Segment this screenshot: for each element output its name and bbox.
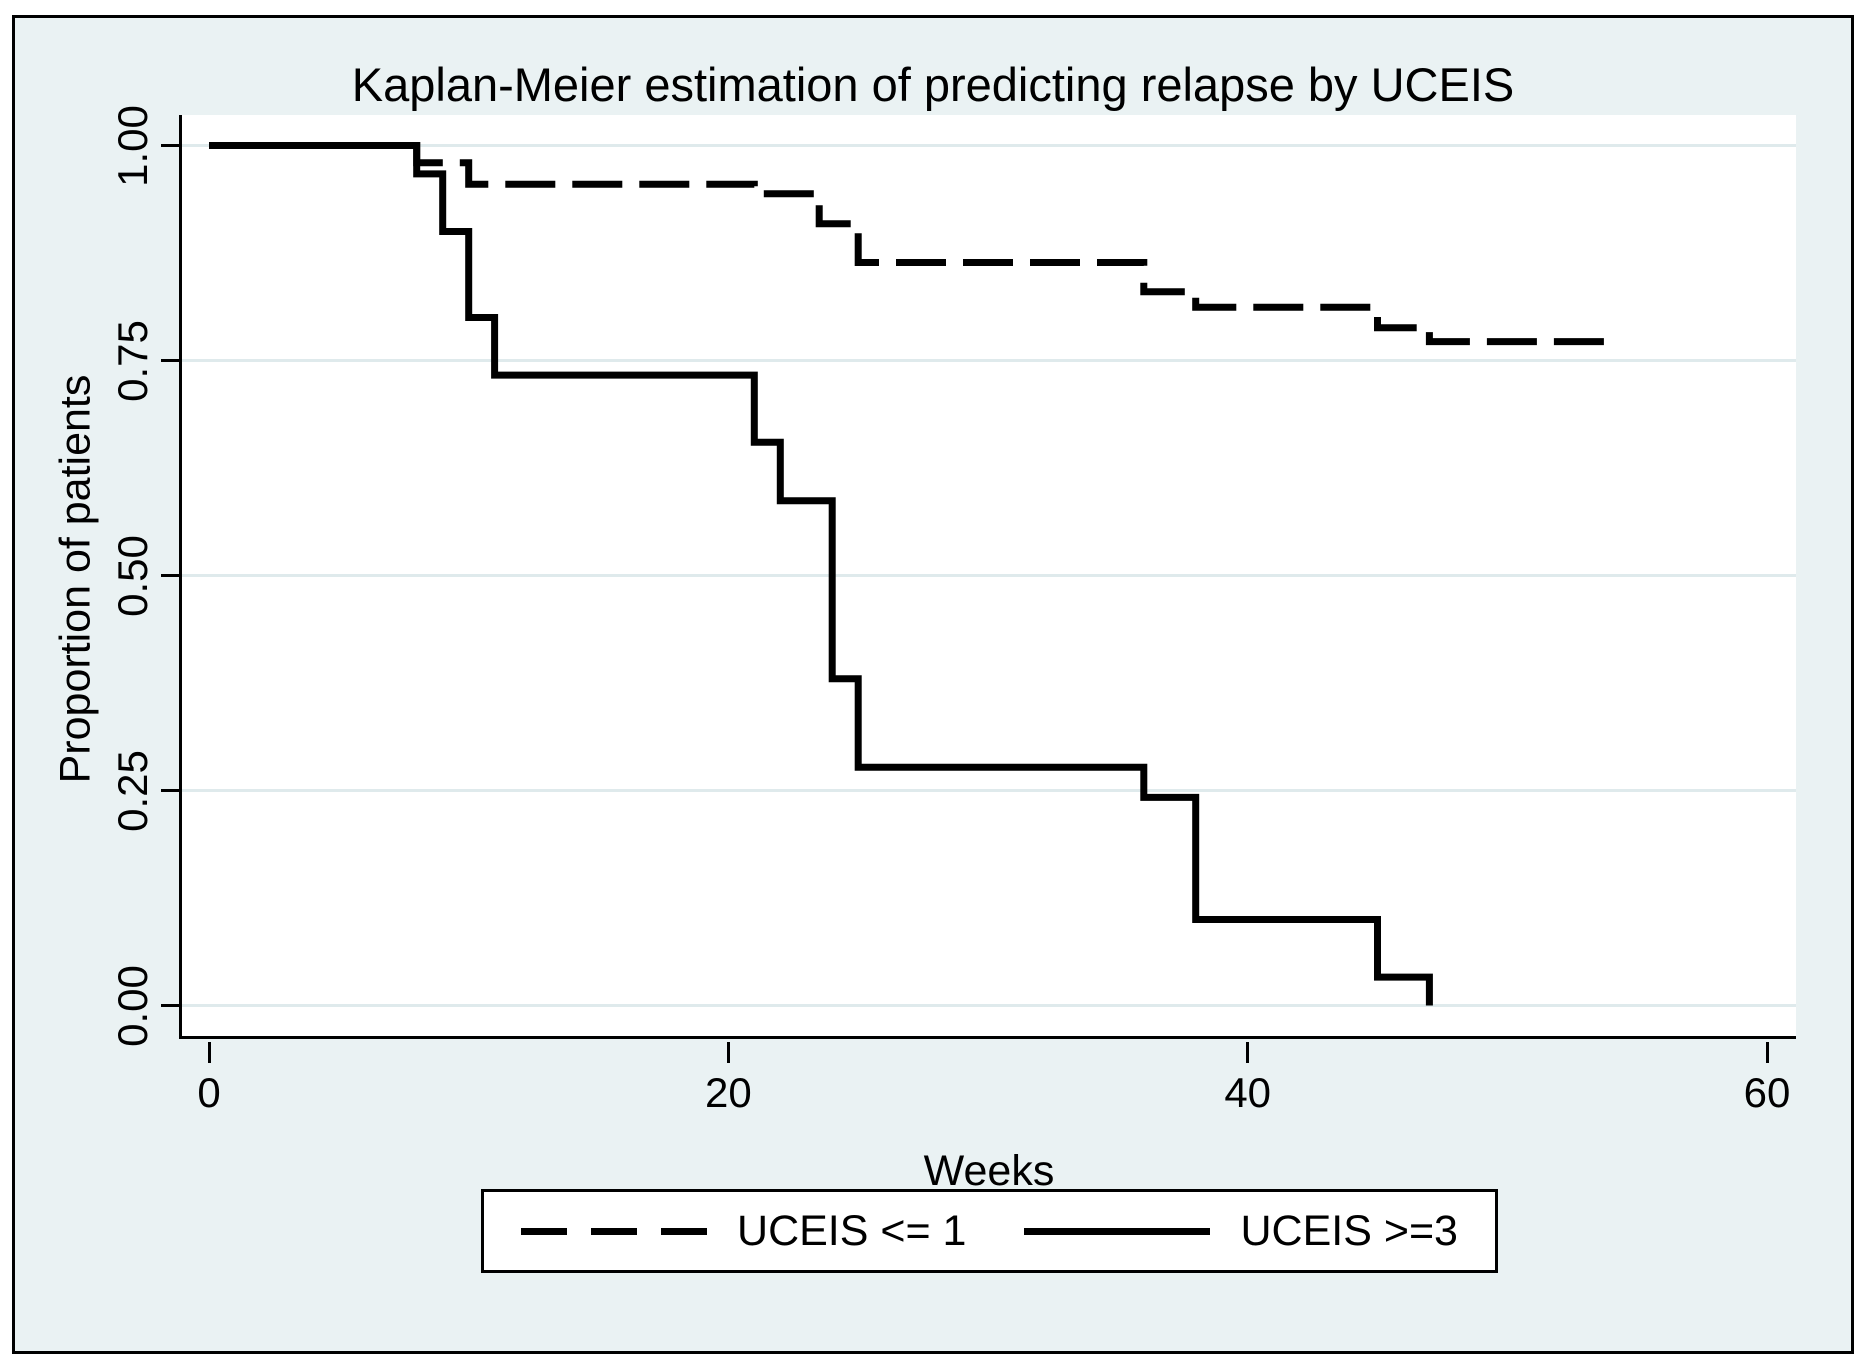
legend-label-uceis-ge-3: UCEIS >=3 [1240, 1206, 1458, 1255]
x-tick-label-0: 0 [197, 1069, 221, 1116]
chart-title: Kaplan-Meier estimation of predicting re… [351, 58, 1515, 111]
x-axis-title: Weeks [923, 1147, 1055, 1195]
legend: UCEIS <= 1 UCEIS >=3 [481, 1189, 1498, 1273]
plot-area [179, 115, 1796, 1039]
y-tick-0.50 [161, 574, 182, 577]
x-tick-label-40: 40 [1224, 1069, 1272, 1116]
series-curve-1-solid [209, 142, 1433, 1006]
legend-label-uceis-le-1: UCEIS <= 1 [737, 1206, 967, 1255]
km-curves-svg [182, 142, 1796, 1007]
x-tick-60 [1765, 1042, 1769, 1063]
series-curve-0-dashed [209, 142, 1612, 346]
legend-dashed-line-sample [521, 1227, 708, 1235]
x-tick-label-20: 20 [704, 1069, 752, 1116]
y-tick-1.00 [161, 144, 182, 147]
y-tick-0.25 [161, 789, 182, 792]
y-axis-title: Proportion of patients [51, 374, 100, 784]
y-tick-label-0.50: 0.50 [109, 534, 156, 617]
x-tick-label-60: 60 [1743, 1069, 1791, 1116]
y-tick-0.00 [161, 1004, 182, 1007]
y-tick-label-1.00: 1.00 [109, 104, 156, 187]
x-tick-0 [207, 1042, 211, 1063]
legend-solid-line-sample [1024, 1227, 1211, 1235]
x-tick-20 [726, 1042, 730, 1063]
y-tick-label-0.25: 0.25 [109, 749, 156, 832]
y-tick-label-0.75: 0.75 [109, 319, 156, 402]
y-tick-label-0.00: 0.00 [109, 964, 156, 1047]
x-tick-40 [1246, 1042, 1250, 1063]
y-tick-0.75 [161, 359, 182, 362]
